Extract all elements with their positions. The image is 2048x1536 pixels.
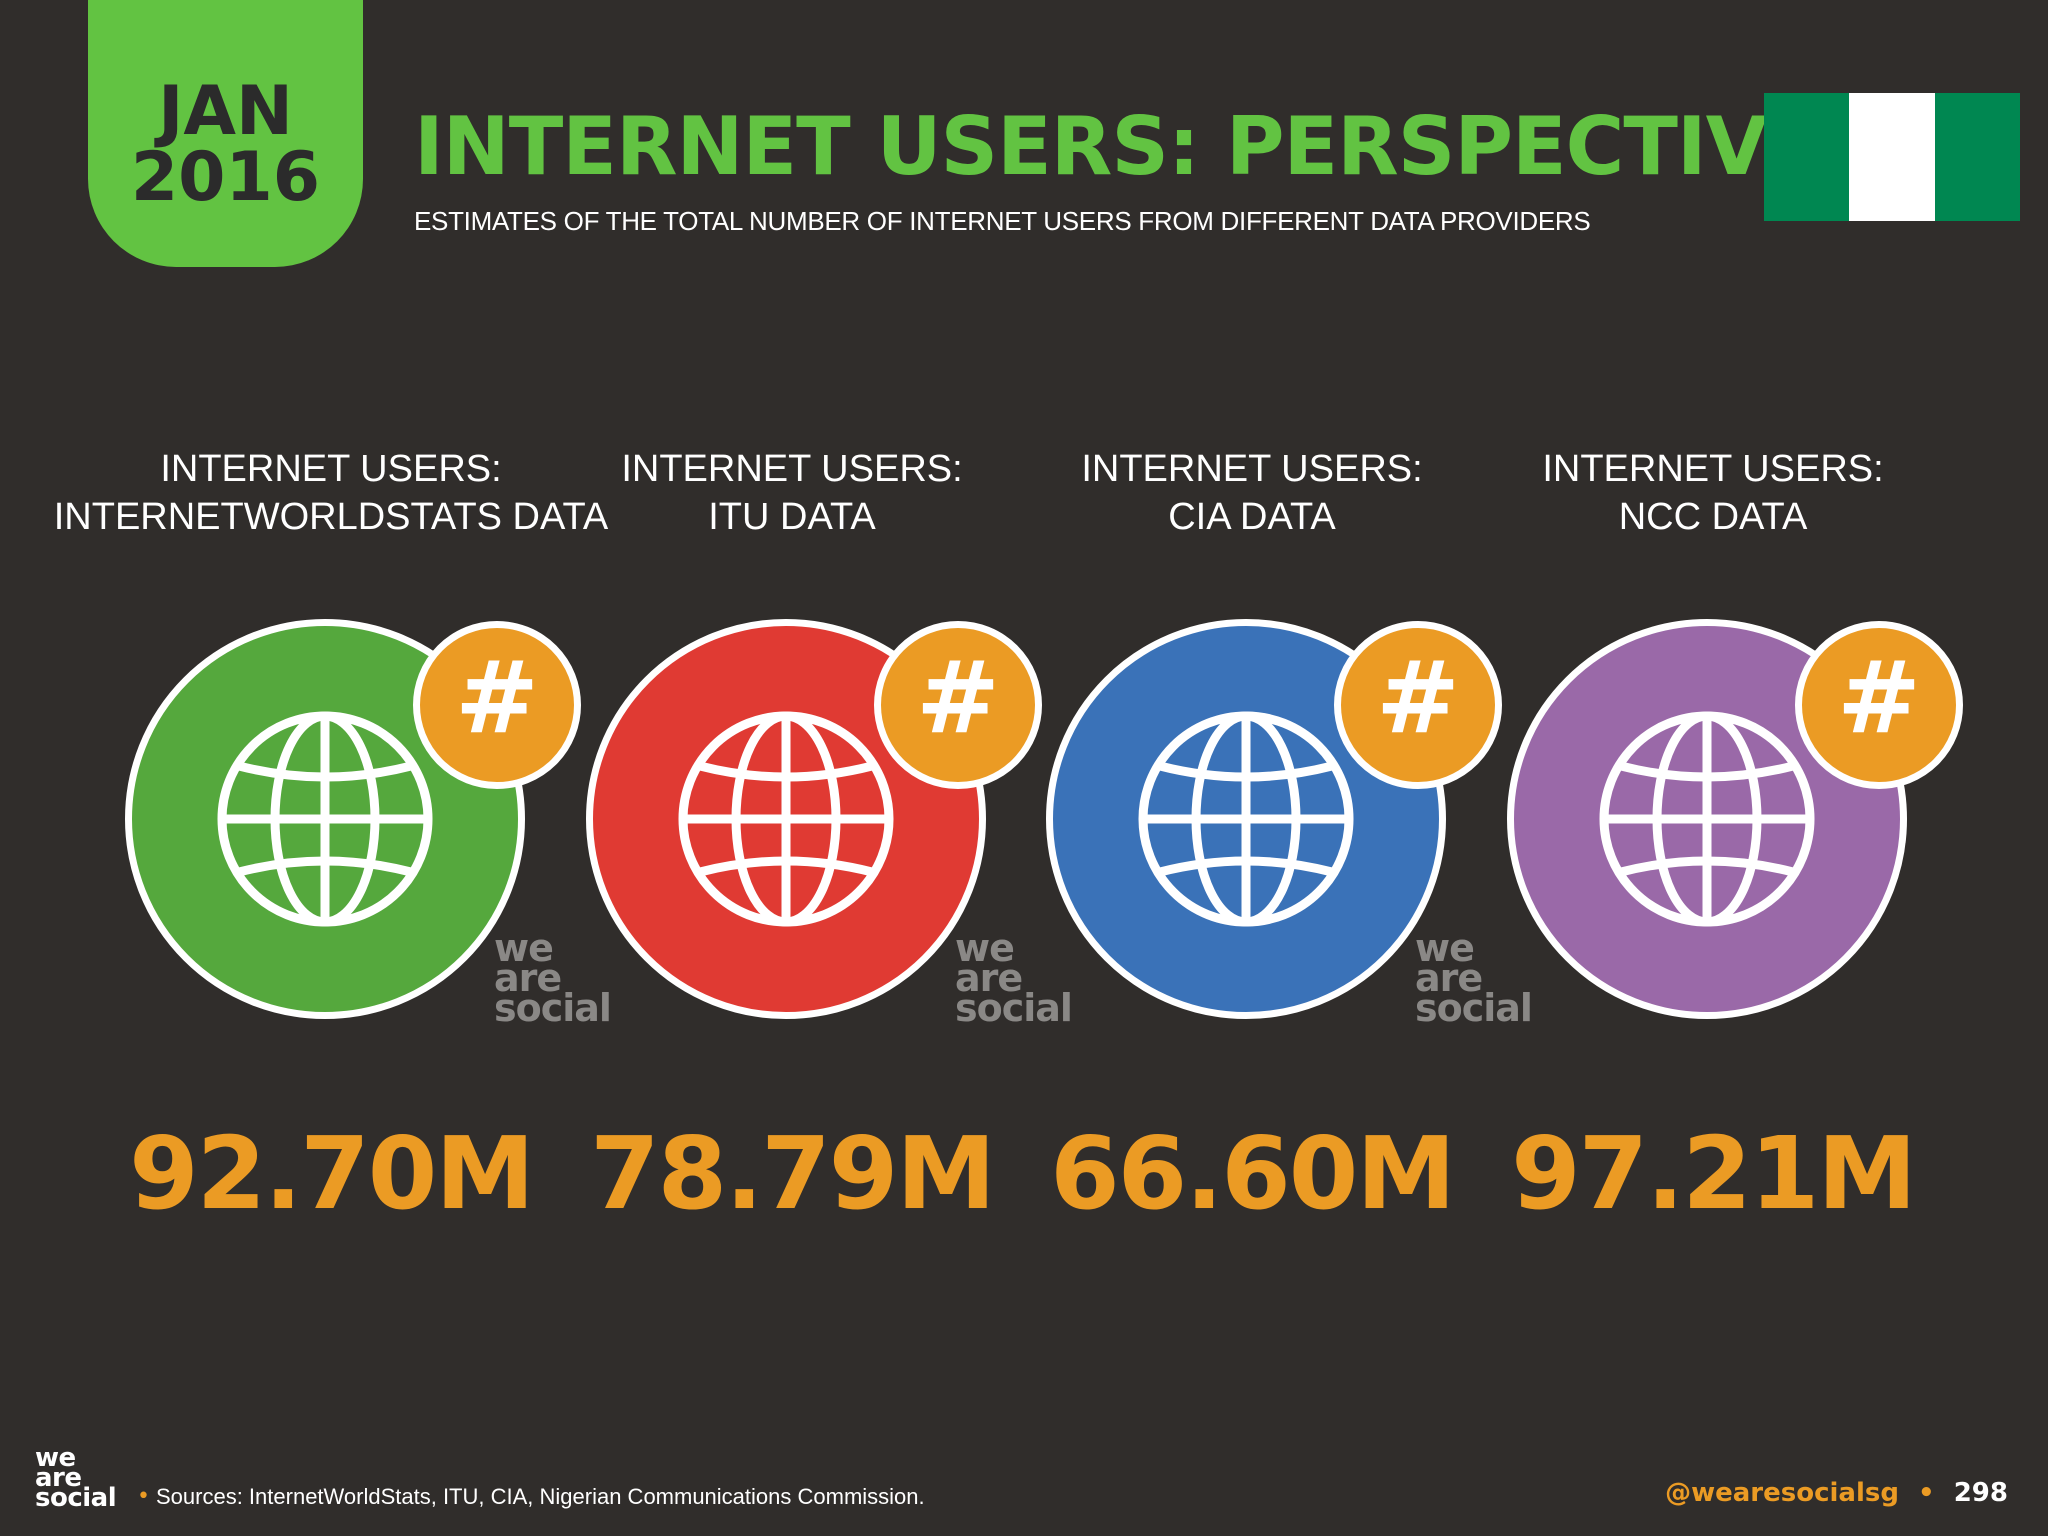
stat-label-line2: CIA DATA [1168, 496, 1336, 538]
nigeria-flag [1764, 93, 2020, 221]
footer-separator: • [1918, 1478, 1935, 1508]
stat-label-line1: INTERNET USERS: [1081, 448, 1423, 490]
page-subtitle: ESTIMATES OF THE TOTAL NUMBER OF INTERNE… [414, 206, 1591, 236]
flag-band-middle [1849, 93, 1935, 221]
stat-circle [125, 619, 525, 1019]
page-number: 298 [1953, 1478, 2008, 1508]
footer-logo-line2: are [35, 1463, 82, 1493]
date-year: 2016 [130, 138, 321, 217]
globe-icon [1599, 711, 1815, 927]
watermark-logo: we are social [1415, 926, 1533, 1030]
watermark-line2: are [1415, 956, 1483, 1000]
watermark-line3: social [955, 986, 1073, 1030]
watermark-logo: we are social [955, 926, 1073, 1030]
flag-band-right [1934, 93, 2020, 221]
stat-label-line2: ITU DATA [708, 496, 876, 538]
stat-label-line1: INTERNET USERS: [1542, 448, 1884, 490]
hash-icon: # [1334, 621, 1502, 789]
watermark-line2: are [494, 956, 562, 1000]
date-badge: JAN 2016 [88, 0, 363, 267]
stat-value: 97.21M [1511, 1115, 1917, 1232]
globe-icon [1138, 711, 1354, 927]
social-handle: @wearesocialsg [1665, 1478, 1899, 1508]
hash-icon: # [874, 621, 1042, 789]
stat-value: 66.60M [1050, 1115, 1456, 1232]
footer-right: @wearesocialsg • 298 [1665, 1478, 2008, 1508]
stat-value: 78.79M [590, 1115, 996, 1232]
stat-value: 92.70M [129, 1115, 535, 1232]
stat-label-line1: INTERNET USERS: [621, 448, 963, 490]
flag-band-left [1764, 93, 1850, 221]
footer-logo-line3: social [35, 1483, 117, 1513]
footer-logo: we are social [35, 1443, 117, 1513]
globe-icon [217, 711, 433, 927]
stat-label-line1: INTERNET USERS: [160, 448, 502, 490]
hash-icon: # [1795, 621, 1963, 789]
watermark-line1: we [1415, 926, 1475, 970]
footer-logo-line1: we [35, 1443, 76, 1473]
watermark-line2: are [955, 956, 1023, 1000]
watermark-logo: we are social [494, 926, 612, 1030]
hash-icon: # [413, 621, 581, 789]
sources-text: Sources: InternetWorldStats, ITU, CIA, N… [156, 1484, 925, 1509]
date-month: JAN [158, 72, 293, 151]
stat-label-line2: INTERNETWORLDSTATS DATA [53, 496, 609, 538]
watermark-line3: social [494, 986, 612, 1030]
footer-bullet: • [137, 1484, 150, 1509]
watermark-line1: we [955, 926, 1015, 970]
page-title: INTERNET USERS: PERSPECTIVE [414, 100, 1821, 193]
watermark-line3: social [1415, 986, 1533, 1030]
globe-icon [678, 711, 894, 927]
watermark-line1: we [494, 926, 554, 970]
stat-label-line2: NCC DATA [1618, 496, 1808, 538]
